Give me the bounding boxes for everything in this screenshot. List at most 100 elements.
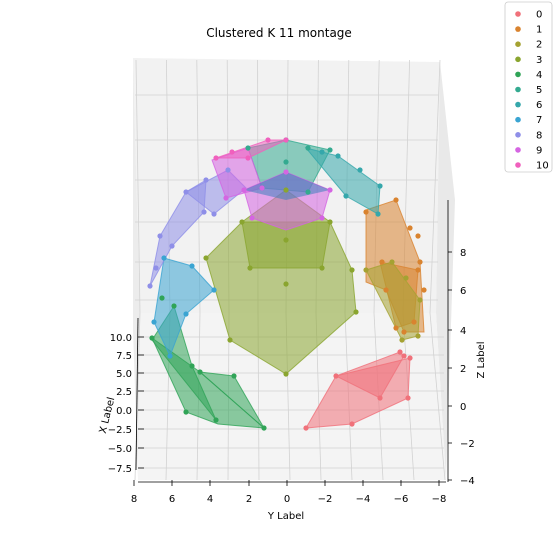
z-tick-label: −4 xyxy=(460,476,475,487)
right-pane xyxy=(436,62,455,480)
legend-label: 9 xyxy=(536,145,542,156)
point-cluster-3 xyxy=(283,281,289,287)
legend-label: 0 xyxy=(536,10,542,21)
x-tick-label: −7.5 xyxy=(108,464,132,475)
point-cluster-3 xyxy=(353,309,359,315)
point-cluster-5 xyxy=(305,145,311,151)
point-cluster-7 xyxy=(183,311,189,317)
point-cluster-8 xyxy=(147,283,153,289)
point-cluster-8 xyxy=(203,177,209,183)
legend-label: 2 xyxy=(536,40,542,51)
y-tick-label: 6 xyxy=(169,494,175,505)
axis-ticks: 10.0 7.5 5.0 2.5 0.0 −2.5 −5.0 −7.5 8 6 4 2 0 −2 −4 −6 −… xyxy=(108,200,475,505)
legend: 0 1 2 3 4 5 6 7 8 9 10 xyxy=(504,1,553,173)
y-tick-label: −4 xyxy=(356,494,371,505)
point-cluster-5 xyxy=(305,189,311,195)
legend-label: 6 xyxy=(536,100,542,111)
point-cluster-8 xyxy=(211,211,217,217)
legend-marker xyxy=(515,101,521,108)
grid-line xyxy=(429,312,446,481)
x-axis-line xyxy=(135,317,139,471)
point-cluster-3 xyxy=(349,267,355,273)
point-cluster-8 xyxy=(201,209,207,215)
z-axis-label: Z Label xyxy=(476,341,487,378)
point-cluster-4 xyxy=(183,409,189,415)
point-cluster-10 xyxy=(265,137,271,143)
point-cluster-4 xyxy=(213,417,219,423)
x-tick-label: −2.5 xyxy=(108,425,132,436)
z-tick-label: 8 xyxy=(460,248,466,259)
point-cluster-0 xyxy=(333,373,339,379)
point-cluster-1 xyxy=(363,209,369,215)
cluster-6-hull xyxy=(304,147,381,215)
point-cluster-3 xyxy=(239,219,245,225)
point-cluster-4 xyxy=(149,335,155,341)
y-tick-label: −8 xyxy=(432,494,447,505)
z-tick-label: 0 xyxy=(460,402,466,413)
z-tick-label: 2 xyxy=(460,364,466,375)
grid-line xyxy=(134,312,141,481)
point-cluster-9 xyxy=(223,195,229,201)
grid-line xyxy=(429,59,441,314)
point-cluster-3 xyxy=(227,337,233,343)
y-axis-label: Y Label xyxy=(267,511,304,522)
point-cluster-9 xyxy=(241,187,247,193)
point-cluster-6 xyxy=(375,211,381,217)
legend-label: 10 xyxy=(536,161,549,172)
point-cluster-3 xyxy=(283,187,289,193)
legend-marker xyxy=(515,116,521,123)
point-cluster-3 xyxy=(327,219,333,225)
point-cluster-9 xyxy=(327,187,333,193)
x-tick-label: 2.5 xyxy=(116,387,132,398)
point-cluster-2 xyxy=(415,333,421,339)
point-cluster-8 xyxy=(157,233,163,239)
point-cluster-4 xyxy=(197,369,203,375)
legend-marker xyxy=(515,132,521,138)
point-cluster-2 xyxy=(399,337,405,343)
z-tick-label: 6 xyxy=(460,286,466,297)
point-cluster-3 xyxy=(319,265,325,271)
point-cluster-6 xyxy=(377,183,383,189)
point-cluster-0 xyxy=(349,421,355,427)
legend-marker xyxy=(515,11,521,17)
point-cluster-3 xyxy=(283,237,289,243)
point-cluster-6 xyxy=(357,167,363,173)
legend-marker xyxy=(515,41,521,47)
point-cluster-1 xyxy=(393,197,399,203)
point-cluster-1 xyxy=(415,233,421,239)
point-cluster-4 xyxy=(171,303,177,309)
point-cluster-1 xyxy=(407,225,413,231)
point-cluster-0 xyxy=(407,355,413,361)
point-cluster-1 xyxy=(417,259,423,265)
point-cluster-1 xyxy=(415,267,421,273)
point-cluster-4 xyxy=(231,373,237,379)
y-tick-label: 4 xyxy=(207,494,213,505)
point-cluster-1 xyxy=(379,259,385,265)
point-cluster-1 xyxy=(393,325,399,331)
x-tick-label: −5.0 xyxy=(108,444,132,455)
point-cluster-9 xyxy=(283,169,289,175)
y-tick-label: 0 xyxy=(284,494,290,505)
legend-marker xyxy=(515,71,521,78)
point-cluster-7 xyxy=(161,255,167,261)
point-cluster-2 xyxy=(417,297,423,303)
point-cluster-10 xyxy=(245,155,251,161)
legend-marker xyxy=(515,162,521,168)
z-tick-label: −2 xyxy=(460,439,475,450)
legend-box xyxy=(504,1,553,173)
legend-label: 4 xyxy=(536,70,542,81)
legend-marker xyxy=(515,147,521,153)
point-cluster-4 xyxy=(261,425,267,431)
point-cluster-4 xyxy=(159,295,165,301)
legend-marker xyxy=(515,26,521,32)
point-cluster-8 xyxy=(153,265,159,271)
cluster-polygons xyxy=(149,139,425,429)
grid-line xyxy=(135,59,141,314)
legend-label: 7 xyxy=(536,115,542,126)
point-cluster-7 xyxy=(151,319,157,325)
point-cluster-10 xyxy=(283,137,289,143)
point-cluster-0 xyxy=(401,353,407,359)
point-cluster-0 xyxy=(397,349,403,355)
point-cluster-8 xyxy=(183,189,189,195)
point-cluster-8 xyxy=(169,243,175,249)
